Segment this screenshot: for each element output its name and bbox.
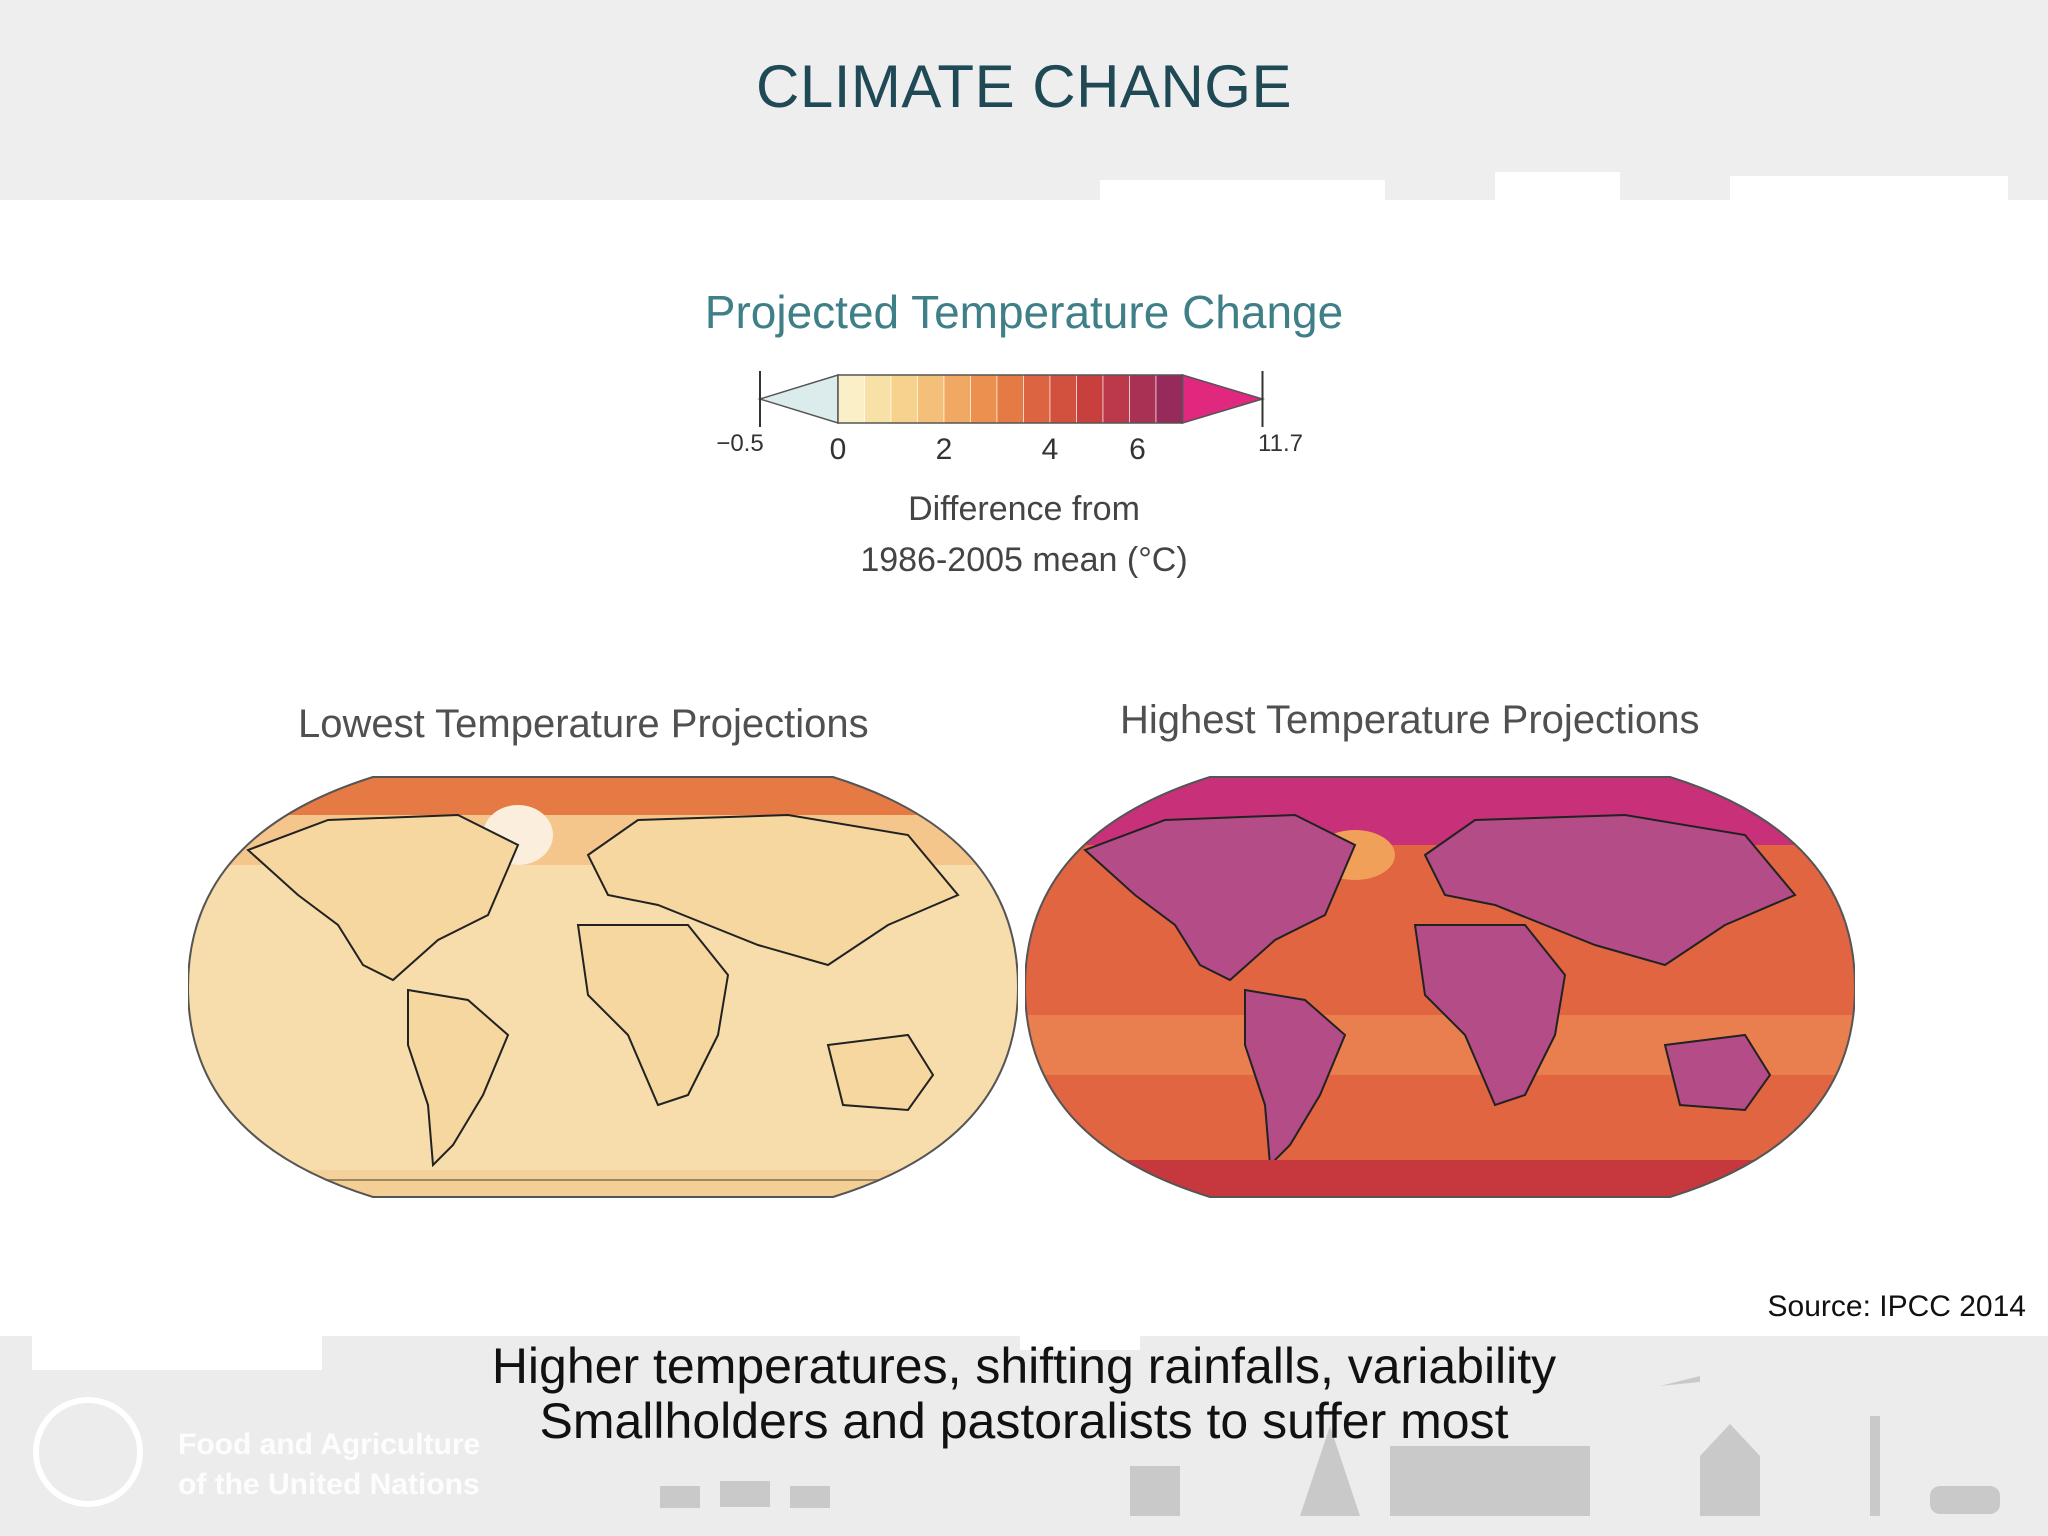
colorbar-caption-line2: 1986-2005 mean (°C) [860,541,1188,579]
car-icon [1930,1486,2000,1514]
colorbar-cell [890,374,918,424]
power-pylon-icon [1870,1416,1880,1516]
continent-south-america [1244,988,1347,1168]
colorbar-cell [837,374,865,424]
colorbar-tick-label: 6 [1129,433,1146,466]
source-citation: Source: IPCC 2014 [1767,1290,2026,1323]
figure-title: Projected Temperature Change [704,286,1344,338]
map-lowest-projection [188,776,1018,1198]
continent-north-america [1083,813,1357,982]
colorbar-caption-line1: Difference from [908,490,1140,528]
tree-icon [1300,1426,1360,1516]
colorbar-cell [864,374,892,424]
continent-south-america [407,988,510,1168]
colorbar-cell [996,374,1024,424]
colorbar-cell [757,373,839,425]
colorbar-cell [943,374,971,424]
footer-decoration [32,1336,2000,1516]
colorbar-tick-label: 0 [830,433,847,466]
continent-north-america [246,813,520,982]
livestock-icon [660,1486,700,1508]
colorbar-cell [1129,374,1157,424]
colorbar: −0.5 0 2 4 6 11.7 [716,371,1303,466]
continent-eurasia [586,813,960,967]
tractor-icon [1130,1466,1180,1516]
org-name-line1: Food and Agriculture [178,1428,481,1461]
arctic-band [188,777,1018,815]
continent-australia [1663,1033,1772,1112]
airplane-icon [1660,1376,1700,1386]
colorbar-tick-label: 2 [936,433,953,466]
continent-africa [1413,924,1567,1107]
factory-icon [1390,1446,1590,1516]
header-notch [1100,180,1385,200]
map-title-highest: Highest Temperature Projections [1120,698,1700,742]
continent-australia [826,1033,935,1112]
header-notch [1495,172,1620,200]
colorbar-cell [1181,373,1266,425]
colorbar-cell [1049,374,1077,424]
header-band [0,0,2048,200]
slide-title: CLIMATE CHANGE [756,53,1292,120]
livestock-icon [720,1481,770,1507]
colorbar-tick-label: 4 [1042,433,1059,466]
colorbar-cell [1155,374,1183,424]
continent-africa [576,924,730,1107]
house-icon [1700,1424,1760,1516]
org-name-line2: of the United Nations [178,1468,480,1501]
footer-band: Food and Agriculture of the United Natio… [0,1336,2048,1536]
map-highest-projection [1025,776,1855,1198]
tagline-line2: Smallholders and pastoralists to suffer … [539,1393,1509,1449]
fao-logo-icon [33,1397,143,1507]
livestock-icon [790,1486,830,1508]
colorbar-tick-label: 11.7 [1258,430,1303,457]
colorbar-tick-label: −0.5 [716,430,763,457]
colorbar-cell [1102,374,1130,424]
colorbar-cell [1023,374,1051,424]
tagline-line1: Higher temperatures, shifting rainfalls,… [491,1338,1557,1394]
colorbar-cell [1076,374,1104,424]
header-notch [1730,176,2008,200]
continent-eurasia [1423,813,1797,967]
colorbar-cell [970,374,998,424]
colorbar-cell [917,374,945,424]
map-title-lowest: Lowest Temperature Projections [298,702,869,746]
